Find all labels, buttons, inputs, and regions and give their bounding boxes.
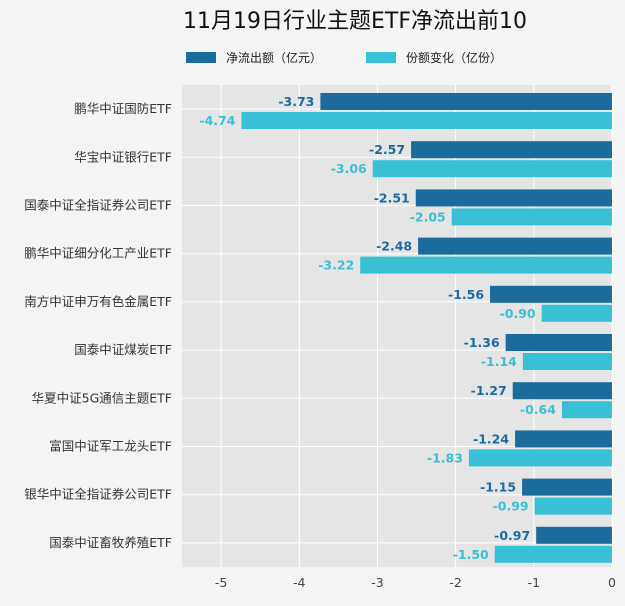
bar — [522, 353, 612, 370]
value-label: -2.05 — [410, 209, 446, 224]
x-tick-label: -5 — [215, 575, 227, 590]
category-label: 鹏华中证细分化工产业ETF — [24, 246, 172, 261]
bar — [515, 430, 612, 448]
category-label: 国泰中证畜牧养殖ETF — [49, 535, 172, 550]
bar — [468, 449, 612, 467]
bar — [411, 141, 612, 159]
value-label: -3.73 — [278, 94, 314, 109]
value-label: -2.51 — [374, 190, 410, 205]
value-label: -1.15 — [480, 480, 516, 495]
category-label: 国泰中证全指证券公司ETF — [24, 198, 172, 213]
bar — [372, 160, 612, 178]
x-tick-label: -4 — [293, 575, 306, 590]
bar — [320, 93, 612, 110]
bar — [490, 285, 612, 303]
x-tick-label: 0 — [608, 575, 616, 590]
bar — [415, 189, 612, 207]
value-label: -2.57 — [369, 142, 405, 157]
chart-title: 11月19日行业主题ETF净流出前10 — [183, 9, 527, 34]
bar — [418, 237, 612, 255]
bar — [512, 382, 612, 400]
legend-label: 净流出额（亿元） — [226, 50, 322, 65]
category-label: 华夏中证5G通信主题ETF — [32, 390, 172, 405]
category-label: 国泰中证煤炭ETF — [74, 342, 172, 357]
value-label: -1.56 — [448, 287, 484, 302]
value-label: -2.48 — [376, 239, 412, 254]
value-label: -3.06 — [331, 161, 367, 176]
category-label: 华宝中证银行ETF — [74, 149, 172, 164]
legend-swatch — [186, 52, 216, 63]
x-tick-label: -3 — [371, 575, 383, 590]
bar — [494, 545, 612, 563]
bar — [451, 208, 612, 226]
bar — [536, 526, 612, 544]
bar — [241, 112, 612, 129]
category-label: 鹏华中证国防ETF — [74, 101, 172, 116]
value-label: -1.14 — [481, 354, 517, 369]
value-label: -0.90 — [500, 306, 536, 321]
category-label: 银华中证全指证券公司ETF — [24, 487, 172, 502]
bar — [541, 304, 612, 322]
value-label: -1.24 — [473, 431, 509, 446]
bar — [360, 256, 612, 274]
value-label: -0.64 — [520, 402, 556, 417]
value-label: -1.83 — [427, 450, 463, 465]
value-label: -1.50 — [453, 547, 489, 562]
value-label: -1.27 — [471, 383, 507, 398]
category-label: 富国中证军工龙头ETF — [49, 439, 172, 454]
value-label: -4.74 — [199, 113, 235, 128]
value-label: -0.97 — [494, 528, 530, 543]
x-tick-label: -2 — [449, 575, 461, 590]
value-label: -0.99 — [493, 499, 529, 514]
bar — [561, 401, 612, 419]
x-tick-label: -1 — [528, 575, 540, 590]
bar — [534, 497, 612, 515]
bar — [522, 478, 612, 496]
bar — [505, 334, 612, 351]
value-label: -1.36 — [464, 335, 500, 350]
legend-label: 份额变化（亿份） — [406, 50, 502, 65]
category-label: 南方中证申万有色金属ETF — [24, 294, 172, 309]
value-label: -3.22 — [318, 258, 354, 273]
legend-swatch — [366, 52, 396, 63]
